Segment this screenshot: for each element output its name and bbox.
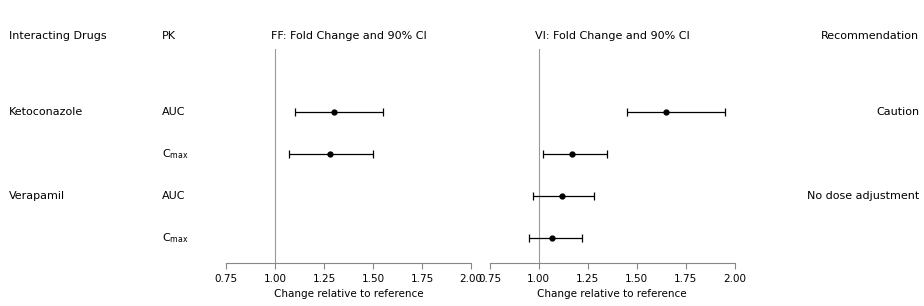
- Text: FF: Fold Change and 90% CI: FF: Fold Change and 90% CI: [272, 31, 427, 41]
- Text: Recommendation: Recommendation: [821, 31, 919, 41]
- Text: Interacting Drugs: Interacting Drugs: [9, 31, 107, 41]
- Text: Caution: Caution: [876, 107, 919, 117]
- Text: C$_{\mathregular{max}}$: C$_{\mathregular{max}}$: [162, 231, 188, 245]
- Text: Verapamil: Verapamil: [9, 191, 66, 201]
- Text: Ketoconazole: Ketoconazole: [9, 107, 83, 117]
- Text: AUC: AUC: [162, 191, 185, 201]
- Text: PK: PK: [162, 31, 176, 41]
- Text: C$_{\mathregular{max}}$: C$_{\mathregular{max}}$: [162, 147, 188, 161]
- Text: AUC: AUC: [162, 107, 185, 117]
- Text: No dose adjustment: No dose adjustment: [808, 191, 919, 201]
- X-axis label: Change relative to reference: Change relative to reference: [538, 289, 687, 299]
- X-axis label: Change relative to reference: Change relative to reference: [274, 289, 423, 299]
- Text: VI: Fold Change and 90% CI: VI: Fold Change and 90% CI: [535, 31, 690, 41]
